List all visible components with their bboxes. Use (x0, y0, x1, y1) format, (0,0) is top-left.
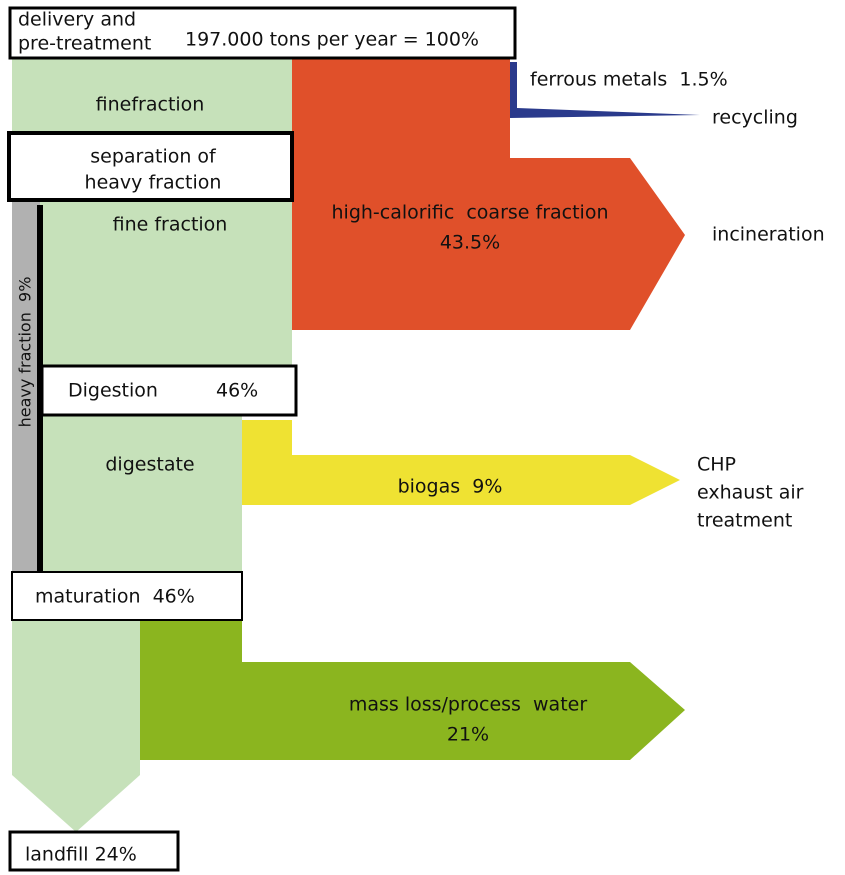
flow-destination: exhaust air (697, 482, 804, 504)
header-box (8, 6, 517, 60)
fine-column (12, 58, 292, 366)
flow-label: ferrous metals 1.5% (530, 69, 728, 91)
flow-label: high-calorific coarse fraction (332, 202, 609, 224)
flow-label: 43.5% (440, 232, 500, 254)
coarse-flow (292, 58, 685, 330)
stage-label: heavy fraction (85, 172, 222, 194)
maturation-box (11, 571, 243, 621)
flow-destination: recycling (712, 107, 798, 129)
header-total: 197.000 tons per year = 100% (185, 29, 479, 51)
flow-destination: incineration (712, 224, 825, 246)
header-label: pre-treatment (18, 33, 151, 55)
flow-label: 21% (447, 724, 489, 746)
digestion-box (40, 364, 298, 417)
flow-label: biogas 9% (398, 476, 503, 498)
separation-box (7, 131, 294, 202)
stage-label: finefraction (96, 94, 205, 116)
landfill-box (8, 830, 180, 872)
heavy-column (12, 200, 40, 575)
header-label: delivery and (18, 9, 136, 31)
flow-destination: CHP (697, 454, 736, 476)
ferrous-flow (510, 62, 700, 118)
landfill-arrow (12, 620, 140, 832)
digestate-column (42, 415, 242, 573)
stage-share: 46% (216, 380, 258, 402)
biogas-flow (242, 420, 680, 505)
stage-label: landfill 24% (25, 844, 137, 866)
stage-label: fine fraction (113, 214, 228, 236)
stage-label: separation of (90, 146, 217, 168)
flow-destination: treatment (697, 510, 792, 532)
mass-loss-flow (140, 620, 685, 760)
stage-label: maturation 46% (35, 586, 195, 608)
stage-label: Digestion (68, 380, 158, 402)
stage-label: digestate (105, 454, 194, 476)
flow-label: mass loss/process water (349, 694, 588, 716)
heavy-line (37, 205, 43, 575)
stage-label: heavy fraction 9% (16, 277, 35, 428)
